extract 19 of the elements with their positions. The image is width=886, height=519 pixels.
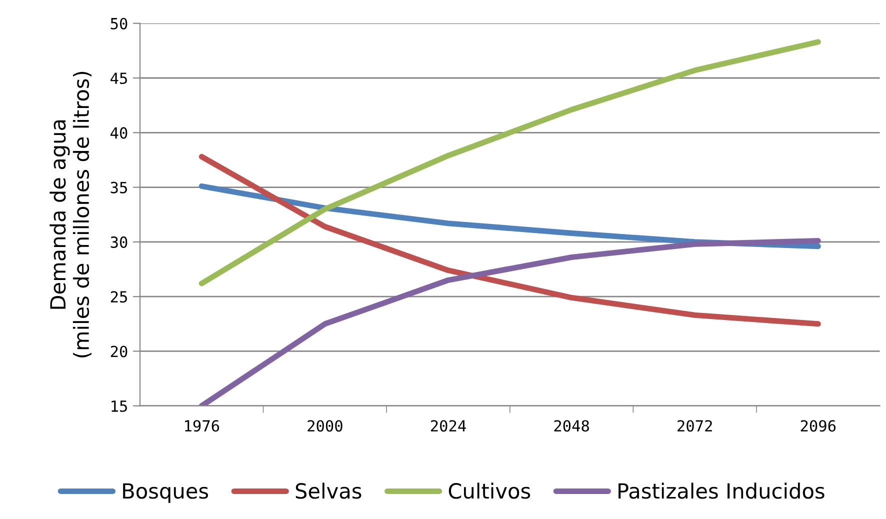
y-tick-label: 40	[110, 127, 128, 139]
y-tick-label: 35	[110, 182, 127, 194]
x-tick-label: 2024	[430, 420, 466, 432]
y-tick-label: 25	[110, 291, 127, 303]
x-tick-label: 2096	[800, 420, 836, 432]
y-tick-label: 45	[110, 72, 127, 84]
y-tick-label: 30	[110, 236, 128, 248]
y-tick-label: 20	[110, 346, 128, 358]
x-tick-label: 2000	[308, 420, 342, 432]
legend-label: Cultivos	[448, 482, 530, 499]
y-tick-label: 50	[110, 18, 128, 30]
legend-label: Bosques	[123, 483, 208, 503]
legend-label: Pastizales Inducidos	[618, 482, 824, 499]
y-tick-label: 15	[112, 400, 127, 412]
legend-label: Selvas	[296, 482, 362, 499]
x-tick-label: 1976	[185, 420, 220, 432]
y-axis-title: Demanda de agua (miles de millones de litros)	[50, 72, 92, 358]
x-tick-label: 2048	[554, 420, 589, 432]
x-tick-label: 2072	[678, 420, 712, 432]
